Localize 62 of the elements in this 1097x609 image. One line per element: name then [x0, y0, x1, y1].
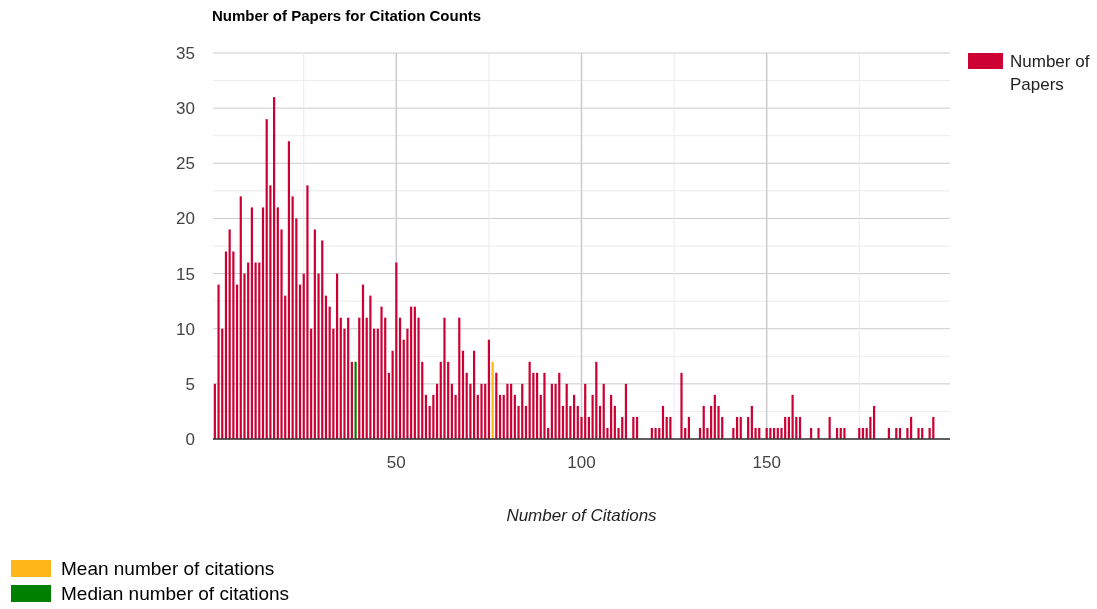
- bar: [347, 317, 350, 439]
- y-tick-label: 15: [176, 264, 195, 284]
- legend-label: Number of Papers: [1010, 52, 1090, 94]
- bar: [358, 317, 361, 439]
- bar: [217, 284, 220, 439]
- bar: [321, 240, 324, 439]
- bar: [398, 317, 402, 439]
- bar: [306, 185, 309, 439]
- y-tick-label: 30: [176, 99, 195, 119]
- bar: [287, 141, 291, 439]
- x-tick-label: 150: [752, 453, 781, 472]
- bar: [458, 317, 461, 439]
- bar: [224, 251, 228, 439]
- bar: [247, 262, 250, 439]
- bar: [291, 196, 294, 439]
- x-axis-title: Number of Citations: [506, 506, 658, 525]
- bar: [335, 273, 339, 439]
- x-tick-label: 50: [386, 453, 406, 472]
- bar: [258, 262, 261, 439]
- bar: [680, 372, 683, 439]
- bar: [369, 295, 372, 439]
- bar: [543, 372, 546, 439]
- bar: [395, 262, 398, 439]
- bar: [265, 119, 268, 439]
- bar: [324, 295, 328, 439]
- bar: [917, 427, 920, 439]
- bar: [261, 207, 265, 439]
- bar: [487, 339, 491, 439]
- bar: [373, 328, 376, 439]
- bar: [413, 306, 416, 439]
- y-tick-label: 35: [176, 43, 195, 63]
- bar: [817, 427, 820, 439]
- bar: [380, 306, 383, 439]
- bar: [298, 284, 302, 439]
- x-tick-label: 100: [567, 453, 596, 472]
- bar: [339, 317, 342, 439]
- bar: [354, 361, 357, 439]
- y-tick-label: 0: [185, 429, 195, 449]
- bar: [313, 229, 316, 439]
- bar: [273, 97, 276, 439]
- bar: [328, 306, 331, 439]
- y-tick-label: 5: [185, 374, 195, 394]
- y-tick-label: 25: [176, 154, 195, 174]
- bar: [250, 207, 253, 439]
- bar: [235, 284, 239, 439]
- bar: [228, 229, 231, 439]
- legend-label: Median number of citations: [61, 583, 290, 604]
- bar: [361, 284, 365, 439]
- bar: [410, 306, 413, 439]
- bar: [473, 350, 476, 439]
- bar: [461, 350, 465, 439]
- bar: [654, 427, 657, 439]
- bar: [443, 317, 446, 439]
- bar: [239, 196, 242, 439]
- chart-title: Number of Papers for Citation Counts: [212, 7, 482, 24]
- y-tick-label: 20: [176, 209, 195, 229]
- legend-label: Mean number of citations: [61, 558, 275, 579]
- bar: [480, 383, 483, 439]
- y-tick-label: 10: [176, 319, 195, 339]
- bar: [506, 383, 509, 439]
- bar: [843, 427, 846, 439]
- bar: [276, 207, 279, 439]
